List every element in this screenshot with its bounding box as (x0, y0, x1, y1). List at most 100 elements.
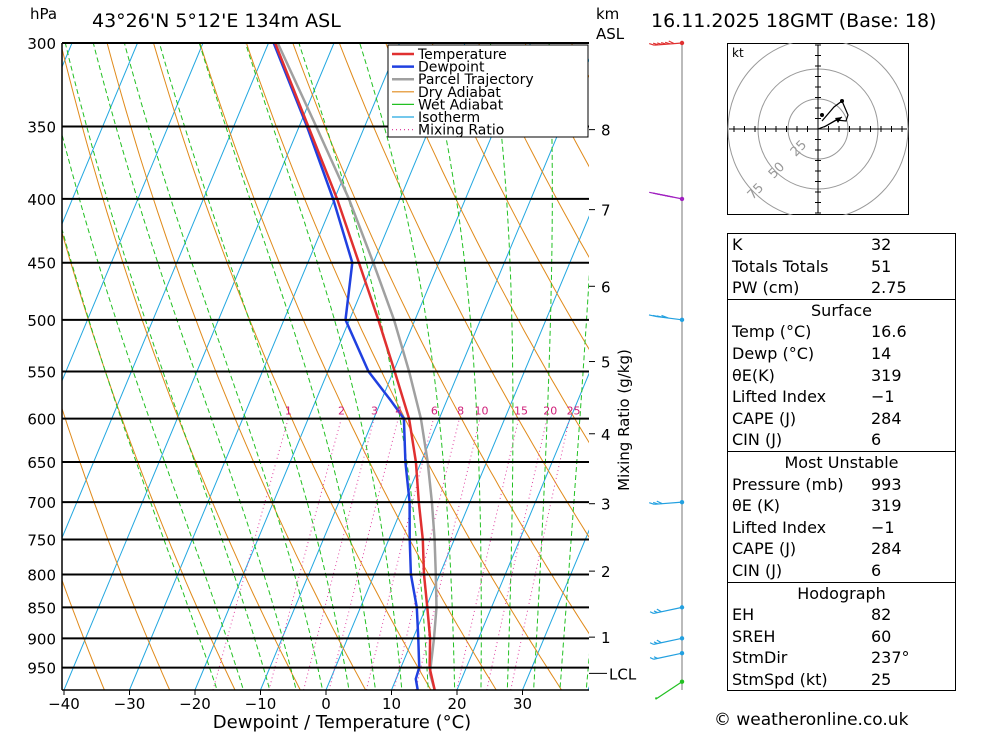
pressure-tick-label: 700 (27, 494, 56, 512)
surface-section: Surface Temp (°C) 16.6 Dewp (°C) 14 θE(K) 3… (727, 299, 956, 452)
dry-adiabat-line (199, 43, 497, 690)
wind-barb-feather (664, 41, 671, 45)
wind-barb (649, 606, 683, 615)
dry-adiabat-line (62, 406, 171, 690)
mixing-ratio-label: 3 (371, 405, 378, 418)
dry-adiabat-line (338, 43, 589, 538)
wind-barb-shaft (654, 42, 683, 46)
storm-motion-arrowhead (835, 117, 842, 123)
wind-barb-feather (649, 611, 654, 614)
wind-barb-feather (653, 501, 659, 505)
legend-label: Temperature (417, 47, 507, 63)
dry-adiabat-line (385, 43, 589, 444)
mu-row: CAPE (J) 284 (732, 539, 902, 559)
pressure-tick-label: 650 (27, 454, 56, 472)
wind-barb-shaft (653, 652, 683, 660)
mixing-ratio-line (212, 418, 289, 690)
legend-label: Wet Adiabat (418, 97, 504, 113)
pressure-tick-label: 350 (27, 119, 56, 137)
wet-adiabat-line (123, 43, 324, 690)
dry-adiabat-line (62, 46, 301, 690)
surface-row: CAPE (J) 284 (732, 408, 902, 428)
datetime-title: 16.11.2025 18GMT (Base: 18) (651, 10, 937, 32)
wet-adiabat-line (489, 43, 514, 690)
x-tick-label: −10 (245, 695, 277, 713)
dry-adiabat-line (62, 578, 105, 690)
wind-barb (648, 314, 683, 321)
hodograph-ring (727, 43, 909, 215)
hodograph-unit: kt (732, 46, 744, 60)
dry-adiabat-line (292, 43, 589, 635)
wind-barb-feather (664, 194, 674, 198)
x-tick-label: 20 (447, 695, 466, 713)
mixing-ratio-label: 25 (567, 405, 581, 418)
mixing-ratio-label: 4 (395, 405, 402, 418)
wind-barb-shaft (653, 606, 683, 615)
dewpoint-profile (272, 43, 421, 690)
dry-adiabat-line (478, 43, 589, 259)
mixing-ratio-axis-label: Mixing Ratio (g/kg) (615, 349, 633, 491)
wind-barb-feather (656, 315, 665, 319)
wind-barb-feather (656, 42, 663, 46)
x-tick-label: −30 (114, 695, 146, 713)
wind-barb-shaft (654, 501, 683, 505)
wind-barb (649, 500, 683, 505)
mixing-ratio-label: 8 (457, 405, 464, 418)
x-tick-label: 30 (513, 695, 532, 713)
pressure-tick-label: 600 (27, 411, 56, 429)
hodograph-point (840, 99, 844, 103)
surface-title: Surface (811, 300, 872, 320)
hodo-row: StmSpd (kt) 25 (732, 669, 892, 689)
wind-barb-feather (656, 639, 662, 644)
pressure-tick-label: 800 (27, 567, 56, 585)
wind-barb-feather (649, 42, 655, 46)
wind-barb (649, 40, 683, 46)
legend-label: Dewpoint (418, 60, 485, 76)
wind-barb-feather (653, 610, 658, 614)
wind-barb-feather (649, 642, 654, 645)
wet-adiabat-line (64, 43, 271, 690)
mu-row: CIN (J) 6 (732, 560, 882, 580)
height-unit-km: km (596, 5, 620, 23)
wind-barb-shaft (653, 637, 683, 645)
index-row-k: K 32 (732, 235, 892, 254)
general-indices: K 32 Totals Totals 51 PW (cm) 2.75 (727, 233, 956, 300)
wind-barb (655, 681, 683, 700)
hodograph-title: Hodograph (797, 583, 886, 603)
height-tick-label: 1 (601, 629, 611, 647)
height-unit-asl: ASL (596, 25, 625, 43)
wind-barb-feather (668, 40, 675, 45)
pressure-tick-label: 500 (27, 312, 56, 330)
isotherm-line (260, 43, 531, 690)
wet-adiabat-line (425, 43, 482, 690)
wet-adiabat-line (533, 43, 553, 690)
isotherm-line (456, 372, 589, 690)
mu-row: Lifted Index −1 (732, 517, 895, 537)
x-tick-label: 0 (321, 695, 331, 713)
x-tick-label: −20 (179, 695, 211, 713)
x-axis-title: Dewpoint / Temperature (°C) (213, 712, 471, 733)
dry-adiabat-line (989, 43, 1000, 690)
x-tick-label: 10 (382, 695, 401, 713)
dry-adiabat-line (153, 43, 432, 690)
wind-barb (649, 652, 683, 660)
height-tick-label: 6 (601, 278, 611, 296)
isotherm-line (62, 43, 138, 226)
wind-barb-feather (655, 697, 657, 700)
wind-barb-feather (653, 641, 658, 645)
isotherm-line (63, 43, 335, 690)
legend-box (387, 44, 589, 138)
height-tick-label: 7 (601, 202, 611, 220)
isotherm-line (62, 43, 269, 540)
surface-row: CIN (J) 6 (732, 430, 882, 450)
mixing-ratio-label: 6 (431, 405, 438, 418)
copyright-text[interactable]: © weatheronline.co.uk (714, 710, 909, 730)
x-tick-label: −40 (48, 695, 80, 713)
legend-label: Parcel Trajectory (418, 72, 534, 88)
hodo-row: SREH 60 (732, 626, 892, 646)
height-tick-label: 5 (601, 354, 611, 372)
wet-adiabat-line (92, 43, 297, 690)
wind-barb (649, 637, 683, 645)
height-tick-label: 8 (601, 122, 611, 140)
